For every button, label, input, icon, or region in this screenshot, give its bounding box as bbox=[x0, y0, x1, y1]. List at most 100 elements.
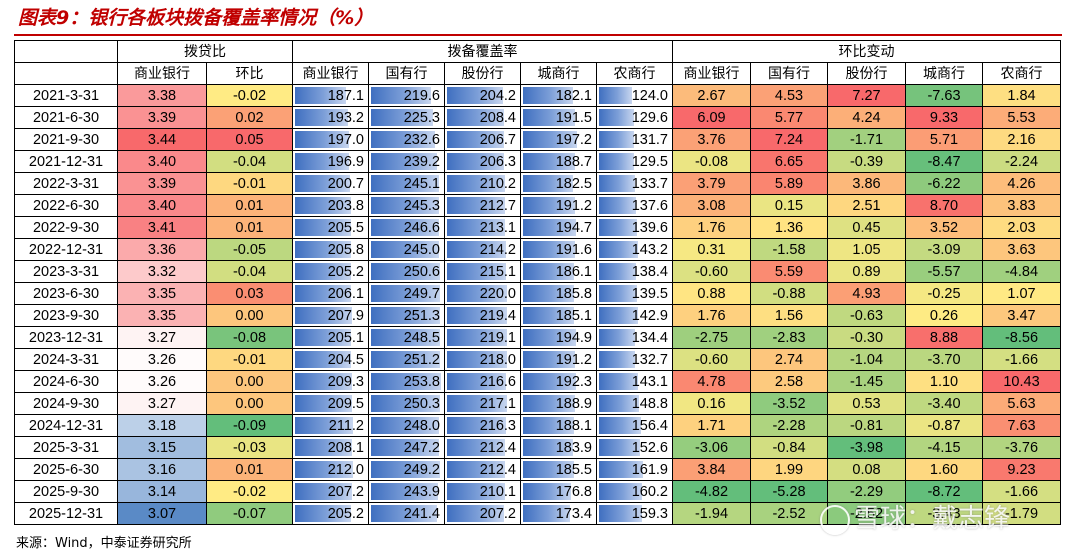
table-body: 2021-3-31 3.38 -0.02 187.1 219.6 204.2 182.1 12… bbox=[14, 84, 1061, 525]
qoq-change-cell: -5.57 bbox=[905, 260, 983, 283]
coverage-bar bbox=[599, 219, 637, 236]
coverage-bar bbox=[523, 395, 575, 412]
coverage-value: 183.9 bbox=[555, 439, 592, 456]
qoq-change-cell: -3.40 bbox=[905, 392, 983, 415]
coverage-bar bbox=[371, 197, 439, 214]
coverage-cell: 248.5 bbox=[368, 326, 445, 349]
table-row: 2025-9-30 3.14 -0.02 207.2 243.9 210.1 176.8 16… bbox=[14, 480, 1061, 503]
coverage-cell: 160.2 bbox=[596, 480, 673, 503]
qoq-change-cell: 0.53 bbox=[827, 392, 906, 415]
coverage-bar bbox=[295, 439, 353, 456]
provision-ratio-change-cell: 0.00 bbox=[206, 304, 293, 327]
coverage-bar bbox=[599, 241, 638, 258]
column-header: 商业银行 bbox=[672, 62, 751, 85]
coverage-cell: 241.4 bbox=[368, 502, 445, 525]
group-header-provision-coverage: 拨备覆盖率 bbox=[292, 40, 673, 63]
header-date bbox=[14, 62, 118, 85]
qoq-change-cell: -2.75 bbox=[672, 326, 751, 349]
qoq-change-cell: -1.45 bbox=[827, 370, 906, 393]
coverage-value: 214.2 bbox=[479, 241, 516, 258]
coverage-value: 148.8 bbox=[631, 395, 668, 412]
coverage-cell: 203.8 bbox=[292, 194, 369, 217]
column-header: 股份行 bbox=[827, 62, 906, 85]
coverage-value: 245.3 bbox=[403, 197, 440, 214]
coverage-bar bbox=[599, 307, 638, 324]
coverage-bar bbox=[523, 175, 573, 192]
coverage-cell: 188.9 bbox=[520, 392, 597, 415]
qoq-change-cell: -8.47 bbox=[905, 150, 983, 173]
coverage-cell: 194.7 bbox=[520, 216, 597, 239]
provision-ratio-change-cell: -0.05 bbox=[206, 238, 293, 261]
coverage-bar bbox=[447, 109, 505, 126]
coverage-bar bbox=[371, 263, 441, 280]
qoq-change-cell: 3.84 bbox=[672, 458, 751, 481]
qoq-change-cell: 6.09 bbox=[672, 106, 751, 129]
coverage-bar bbox=[523, 373, 576, 390]
coverage-value: 204.5 bbox=[327, 351, 364, 368]
column-header: 农商行 bbox=[982, 62, 1061, 85]
coverage-value: 206.7 bbox=[479, 131, 516, 148]
coverage-cell: 187.1 bbox=[292, 84, 369, 107]
coverage-cell: 200.7 bbox=[292, 172, 369, 195]
coverage-value: 142.9 bbox=[631, 307, 668, 324]
coverage-bar bbox=[371, 329, 440, 346]
qoq-change-cell: -2.24 bbox=[982, 150, 1061, 173]
row-date: 2021-12-31 bbox=[14, 150, 118, 173]
figure-title: 图表9：银行各板块拨备覆盖率情况（%） bbox=[18, 7, 374, 29]
qoq-change-cell: 1.76 bbox=[672, 216, 751, 239]
coverage-value: 246.6 bbox=[403, 219, 440, 236]
qoq-change-cell: 1.60 bbox=[905, 458, 983, 481]
coverage-bar bbox=[295, 219, 352, 236]
qoq-change-cell: 2.67 bbox=[672, 84, 751, 107]
coverage-bar bbox=[295, 109, 348, 126]
qoq-change-cell: 8.88 bbox=[905, 326, 983, 349]
coverage-cell: 185.5 bbox=[520, 458, 597, 481]
coverage-value: 225.3 bbox=[403, 109, 440, 126]
qoq-change-cell: 4.26 bbox=[982, 172, 1061, 195]
coverage-bar bbox=[523, 417, 575, 434]
coverage-cell: 176.8 bbox=[520, 480, 597, 503]
coverage-bar bbox=[371, 307, 441, 324]
coverage-bar bbox=[371, 219, 439, 236]
row-date: 2024-9-30 bbox=[14, 392, 118, 415]
qoq-change-cell: 1.05 bbox=[827, 238, 906, 261]
coverage-bar bbox=[447, 131, 504, 148]
qoq-change-cell: -3.52 bbox=[750, 392, 828, 415]
coverage-bar bbox=[523, 483, 572, 500]
coverage-cell: 186.1 bbox=[520, 260, 597, 283]
coverage-value: 191.5 bbox=[555, 109, 592, 126]
coverage-bar bbox=[371, 131, 435, 148]
coverage-value: 205.2 bbox=[327, 263, 364, 280]
qoq-change-cell: 1.07 bbox=[982, 282, 1061, 305]
coverage-cell: 219.4 bbox=[444, 304, 521, 327]
row-date: 2021-9-30 bbox=[14, 128, 118, 151]
provision-ratio-change-cell: -0.08 bbox=[206, 326, 293, 349]
provision-ratio-cell: 3.27 bbox=[117, 326, 207, 349]
coverage-cell: 207.2 bbox=[444, 502, 521, 525]
coverage-value: 220.0 bbox=[479, 285, 516, 302]
coverage-cell: 246.6 bbox=[368, 216, 445, 239]
qoq-change-cell: 1.36 bbox=[750, 216, 828, 239]
coverage-cell: 129.5 bbox=[596, 150, 673, 173]
qoq-change-cell: -0.81 bbox=[827, 414, 906, 437]
coverage-value: 218.0 bbox=[479, 351, 516, 368]
qoq-change-cell: -2.29 bbox=[827, 480, 906, 503]
coverage-value: 133.7 bbox=[631, 175, 668, 192]
row-date: 2023-6-30 bbox=[14, 282, 118, 305]
coverage-bar bbox=[295, 175, 350, 192]
coverage-bar bbox=[523, 307, 574, 324]
coverage-bar bbox=[447, 461, 506, 478]
qoq-change-cell: -3.76 bbox=[982, 436, 1061, 459]
qoq-change-cell: -0.60 bbox=[672, 260, 751, 283]
coverage-value: 139.5 bbox=[631, 285, 668, 302]
coverage-bar bbox=[371, 285, 440, 302]
coverage-bar bbox=[599, 263, 637, 280]
coverage-cell: 142.9 bbox=[596, 304, 673, 327]
qoq-change-cell: 4.78 bbox=[672, 370, 751, 393]
coverage-value: 216.6 bbox=[479, 373, 516, 390]
coverage-value: 253.8 bbox=[403, 373, 440, 390]
coverage-bar bbox=[371, 505, 438, 522]
coverage-bar bbox=[599, 131, 635, 148]
coverage-bar bbox=[523, 153, 575, 170]
qoq-change-cell: -1.94 bbox=[672, 502, 751, 525]
